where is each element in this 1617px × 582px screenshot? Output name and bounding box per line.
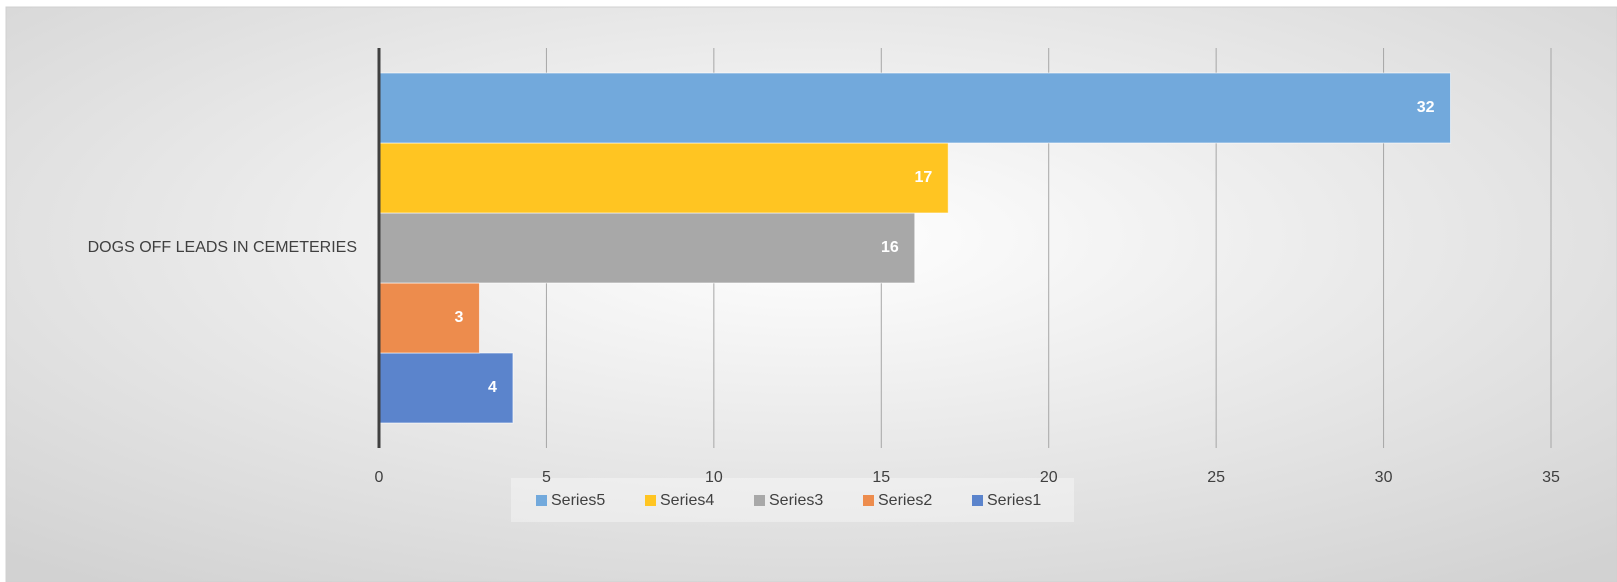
legend-swatch [972, 495, 983, 506]
legend-label: Series3 [769, 492, 823, 509]
legend-swatch [754, 495, 765, 506]
x-tick-label: 0 [375, 469, 384, 486]
bar [378, 72, 1452, 144]
x-tick-label: 5 [542, 469, 551, 486]
bar [378, 212, 916, 284]
legend-label: Series5 [551, 492, 605, 509]
legend-swatch [645, 495, 656, 506]
data-label: 16 [881, 239, 899, 256]
bar [378, 142, 949, 214]
x-tick-label: 25 [1207, 469, 1225, 486]
data-label: 17 [914, 169, 932, 186]
legend-swatch [863, 495, 874, 506]
x-tick-label: 20 [1040, 469, 1058, 486]
legend-swatch [536, 495, 547, 506]
data-label: 3 [455, 309, 464, 326]
bar [378, 282, 480, 354]
x-tick-label: 15 [872, 469, 890, 486]
data-label: 32 [1417, 99, 1435, 116]
category-label: DOGS OFF LEADS IN CEMETERIES [88, 239, 357, 256]
legend-label: Series2 [878, 492, 932, 509]
data-label: 4 [488, 379, 497, 396]
x-tick-label: 35 [1542, 469, 1560, 486]
legend-label: Series1 [987, 492, 1041, 509]
x-tick-label: 10 [705, 469, 723, 486]
x-tick-label: 30 [1375, 469, 1393, 486]
legend-label: Series4 [660, 492, 714, 509]
